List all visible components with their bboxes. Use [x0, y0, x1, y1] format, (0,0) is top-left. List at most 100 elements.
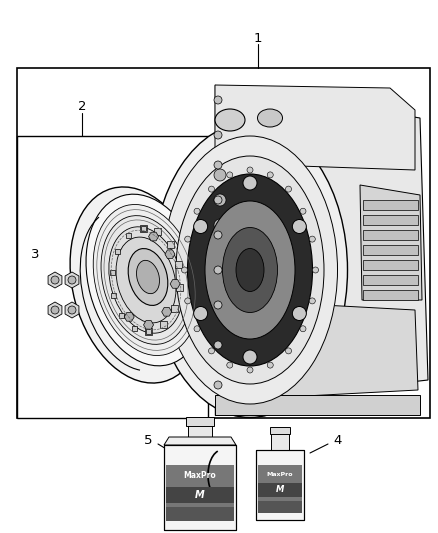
- Bar: [363, 200, 418, 210]
- Ellipse shape: [258, 109, 283, 127]
- Polygon shape: [144, 320, 154, 329]
- Ellipse shape: [194, 220, 208, 233]
- Ellipse shape: [214, 381, 222, 389]
- Ellipse shape: [292, 220, 306, 233]
- Bar: [258, 501, 302, 513]
- Bar: [363, 215, 418, 225]
- Bar: [131, 326, 137, 331]
- Polygon shape: [48, 302, 62, 318]
- Bar: [176, 284, 183, 290]
- Bar: [119, 313, 124, 318]
- Bar: [188, 423, 212, 445]
- Bar: [171, 305, 178, 312]
- Ellipse shape: [267, 172, 273, 178]
- Ellipse shape: [247, 167, 253, 173]
- Ellipse shape: [236, 248, 264, 292]
- Ellipse shape: [176, 156, 324, 384]
- Bar: [167, 241, 174, 248]
- Polygon shape: [215, 85, 415, 170]
- Bar: [363, 245, 418, 255]
- Polygon shape: [165, 250, 175, 259]
- Ellipse shape: [312, 267, 318, 273]
- Polygon shape: [148, 232, 159, 241]
- Ellipse shape: [227, 362, 233, 368]
- Bar: [160, 321, 167, 328]
- Bar: [186, 417, 214, 426]
- Ellipse shape: [309, 298, 315, 304]
- Ellipse shape: [247, 367, 253, 373]
- Text: 2: 2: [78, 101, 86, 114]
- Ellipse shape: [214, 169, 226, 181]
- Ellipse shape: [214, 294, 226, 306]
- Ellipse shape: [214, 131, 222, 139]
- Polygon shape: [48, 272, 62, 288]
- Ellipse shape: [214, 161, 222, 169]
- Ellipse shape: [51, 306, 59, 314]
- Polygon shape: [215, 395, 420, 415]
- Ellipse shape: [286, 186, 292, 192]
- Bar: [166, 465, 234, 507]
- Bar: [175, 261, 182, 268]
- Ellipse shape: [214, 266, 222, 274]
- Text: 5: 5: [144, 433, 152, 447]
- Ellipse shape: [51, 276, 59, 284]
- Bar: [363, 230, 418, 240]
- Bar: [141, 225, 145, 231]
- Ellipse shape: [243, 176, 257, 190]
- Ellipse shape: [128, 248, 168, 305]
- Text: M: M: [195, 490, 205, 500]
- Bar: [258, 483, 302, 497]
- Polygon shape: [170, 280, 180, 288]
- Polygon shape: [285, 105, 428, 390]
- Ellipse shape: [227, 172, 233, 178]
- Ellipse shape: [101, 216, 191, 344]
- Ellipse shape: [208, 186, 215, 192]
- Ellipse shape: [187, 174, 312, 366]
- Ellipse shape: [214, 194, 226, 206]
- Bar: [363, 275, 418, 285]
- Ellipse shape: [194, 326, 200, 332]
- Bar: [17, 136, 208, 418]
- Text: 3: 3: [31, 248, 39, 262]
- Ellipse shape: [70, 187, 206, 383]
- Ellipse shape: [162, 136, 338, 404]
- Ellipse shape: [300, 326, 306, 332]
- Ellipse shape: [214, 301, 222, 309]
- Ellipse shape: [109, 227, 183, 333]
- Bar: [155, 228, 162, 235]
- Bar: [166, 507, 234, 521]
- Bar: [363, 290, 418, 300]
- Ellipse shape: [214, 196, 222, 204]
- Ellipse shape: [214, 269, 226, 281]
- Bar: [111, 294, 117, 298]
- Polygon shape: [360, 185, 422, 300]
- Ellipse shape: [93, 205, 199, 356]
- Bar: [115, 249, 120, 254]
- Ellipse shape: [116, 237, 176, 323]
- Polygon shape: [162, 308, 172, 316]
- Bar: [17, 68, 430, 418]
- Ellipse shape: [68, 276, 76, 284]
- Bar: [271, 432, 289, 450]
- Ellipse shape: [185, 298, 191, 304]
- Polygon shape: [215, 155, 285, 310]
- Polygon shape: [124, 312, 134, 321]
- Ellipse shape: [86, 194, 206, 366]
- Ellipse shape: [194, 208, 200, 214]
- Bar: [270, 427, 290, 434]
- Text: MaxPro: MaxPro: [184, 471, 216, 480]
- Text: M: M: [276, 486, 284, 495]
- Text: MaxPro: MaxPro: [267, 472, 293, 477]
- Ellipse shape: [300, 208, 306, 214]
- Ellipse shape: [152, 123, 347, 417]
- Text: 4: 4: [334, 433, 342, 447]
- Ellipse shape: [205, 201, 295, 339]
- Ellipse shape: [243, 350, 257, 364]
- Ellipse shape: [214, 219, 226, 231]
- Ellipse shape: [208, 348, 215, 354]
- Bar: [363, 260, 418, 270]
- Ellipse shape: [292, 306, 306, 320]
- Bar: [164, 445, 236, 530]
- Bar: [110, 270, 115, 276]
- Ellipse shape: [137, 260, 159, 294]
